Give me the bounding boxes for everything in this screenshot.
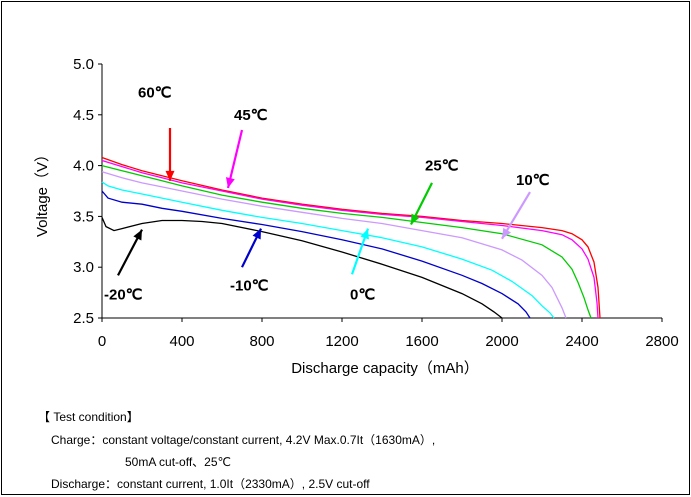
- series-arrow-head-2: [411, 213, 420, 225]
- x-tick-label-2: 800: [249, 333, 274, 350]
- x-tick-label-6: 2400: [565, 333, 598, 350]
- x-tick-label-3: 1200: [325, 333, 358, 350]
- series-line-1: [101, 159, 599, 319]
- series-label-4: 0℃: [350, 287, 375, 304]
- x-tick-label-0: 0: [98, 333, 106, 350]
- series-label-5: -10℃: [230, 277, 269, 294]
- series-line-6: [101, 217, 503, 319]
- x-tick-label-7: 2800: [645, 333, 678, 350]
- series-arrow-head-5: [252, 228, 261, 240]
- series-arrow-head-1: [225, 177, 235, 188]
- y-tick-label-0: 2.5: [73, 310, 94, 327]
- series-line-4: [101, 181, 555, 319]
- series-arrow-head-6: [133, 229, 142, 241]
- series-arrow-head-4: [360, 228, 369, 240]
- y-tick-label-4: 4.5: [73, 107, 94, 124]
- test-condition-charge-line1: Charge：constant voltage/constant current…: [51, 433, 436, 447]
- x-tick-label-4: 1600: [405, 333, 438, 350]
- series-line-2: [101, 164, 592, 319]
- series-label-2: 25℃: [425, 158, 459, 175]
- series-label-6: -20℃: [104, 287, 143, 304]
- chart-axes: 2.5 3.0 3.5 4.0 4.5 5.0 0 400 800 1200 1600 2000 240…: [73, 56, 679, 350]
- test-condition-charge-line2: 50mA cut-off、25℃: [125, 455, 231, 469]
- test-condition-heading: 【 Test condition】: [38, 410, 139, 424]
- series-arrow-head-0: [165, 170, 175, 181]
- y-tick-label-1: 3.0: [73, 259, 94, 276]
- series-arrow-head-3: [502, 227, 511, 239]
- test-condition-discharge-line: Discharge：constant current, 1.0It（2330mA…: [51, 477, 370, 491]
- y-axis-label: Voltage（V）: [34, 147, 51, 237]
- y-tick-label-2: 3.5: [73, 208, 94, 225]
- x-tick-label-5: 2000: [485, 333, 518, 350]
- y-tick-label-5: 5.0: [73, 56, 94, 73]
- y-tick-label-3: 4.0: [73, 158, 94, 175]
- series-label-0: 60℃: [138, 84, 172, 101]
- series-label-1: 45℃: [234, 107, 268, 124]
- series-line-3: [101, 171, 567, 319]
- x-axis-label: Discharge capacity（mAh）: [291, 360, 479, 377]
- series-label-3: 10℃: [516, 172, 550, 189]
- x-tick-label-1: 400: [169, 333, 194, 350]
- chart-series-labels: 60℃ 45℃ 25℃ 10℃ 0℃ -10℃ -20℃: [104, 84, 550, 303]
- series-line-5: [101, 190, 531, 319]
